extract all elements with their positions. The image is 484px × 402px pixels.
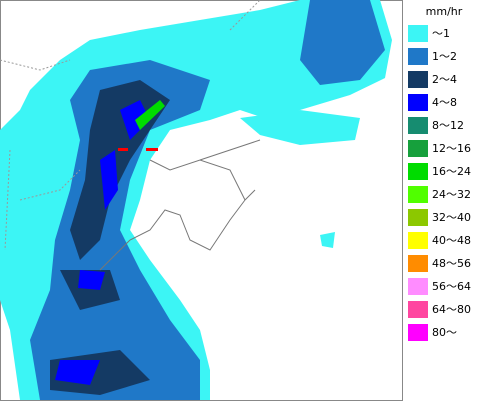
legend-label: 2～4 <box>432 73 457 86</box>
legend-label: 80～ <box>432 326 457 339</box>
legend-swatch <box>408 94 428 111</box>
legend-swatch <box>408 71 428 88</box>
legend-swatch <box>408 324 428 341</box>
legend-label: 12～16 <box>432 142 471 155</box>
prefecture-border <box>0 0 261 251</box>
rain-very-intense <box>135 100 165 130</box>
legend-label: 4～8 <box>432 96 457 109</box>
rain-light <box>240 110 360 145</box>
legend-label: 24～32 <box>432 188 471 201</box>
legend-swatch <box>408 232 428 249</box>
legend-label: 40～48 <box>432 234 471 247</box>
rain-light <box>320 232 335 248</box>
legend-swatch <box>408 278 428 295</box>
legend-label: 1～2 <box>432 50 457 63</box>
legend-label: 64～80 <box>432 303 471 316</box>
legend-swatch <box>408 186 428 203</box>
legend-label: 16～24 <box>432 165 471 178</box>
legend-label: 8～12 <box>432 119 464 132</box>
legend-label: 48～56 <box>432 257 471 270</box>
legend-swatch <box>408 209 428 226</box>
legend-swatch <box>408 255 428 272</box>
legend-swatch <box>408 163 428 180</box>
legend: mm/hr ～1 1～2 2～4 4～8 8～12 12～16 16～24 24～32 32～4… <box>408 5 471 341</box>
rain-extreme <box>118 148 158 151</box>
legend-label: ～1 <box>432 27 450 40</box>
radar-map <box>0 0 403 401</box>
legend-swatch <box>408 301 428 318</box>
legend-label: 32～40 <box>432 211 471 224</box>
coastline <box>99 139 261 271</box>
legend-swatch <box>408 140 428 157</box>
legend-swatch <box>408 25 428 42</box>
legend-swatch <box>408 48 428 65</box>
legend-swatch <box>408 117 428 134</box>
legend-unit: mm/hr <box>426 5 463 18</box>
legend-label: 56～64 <box>432 280 471 293</box>
